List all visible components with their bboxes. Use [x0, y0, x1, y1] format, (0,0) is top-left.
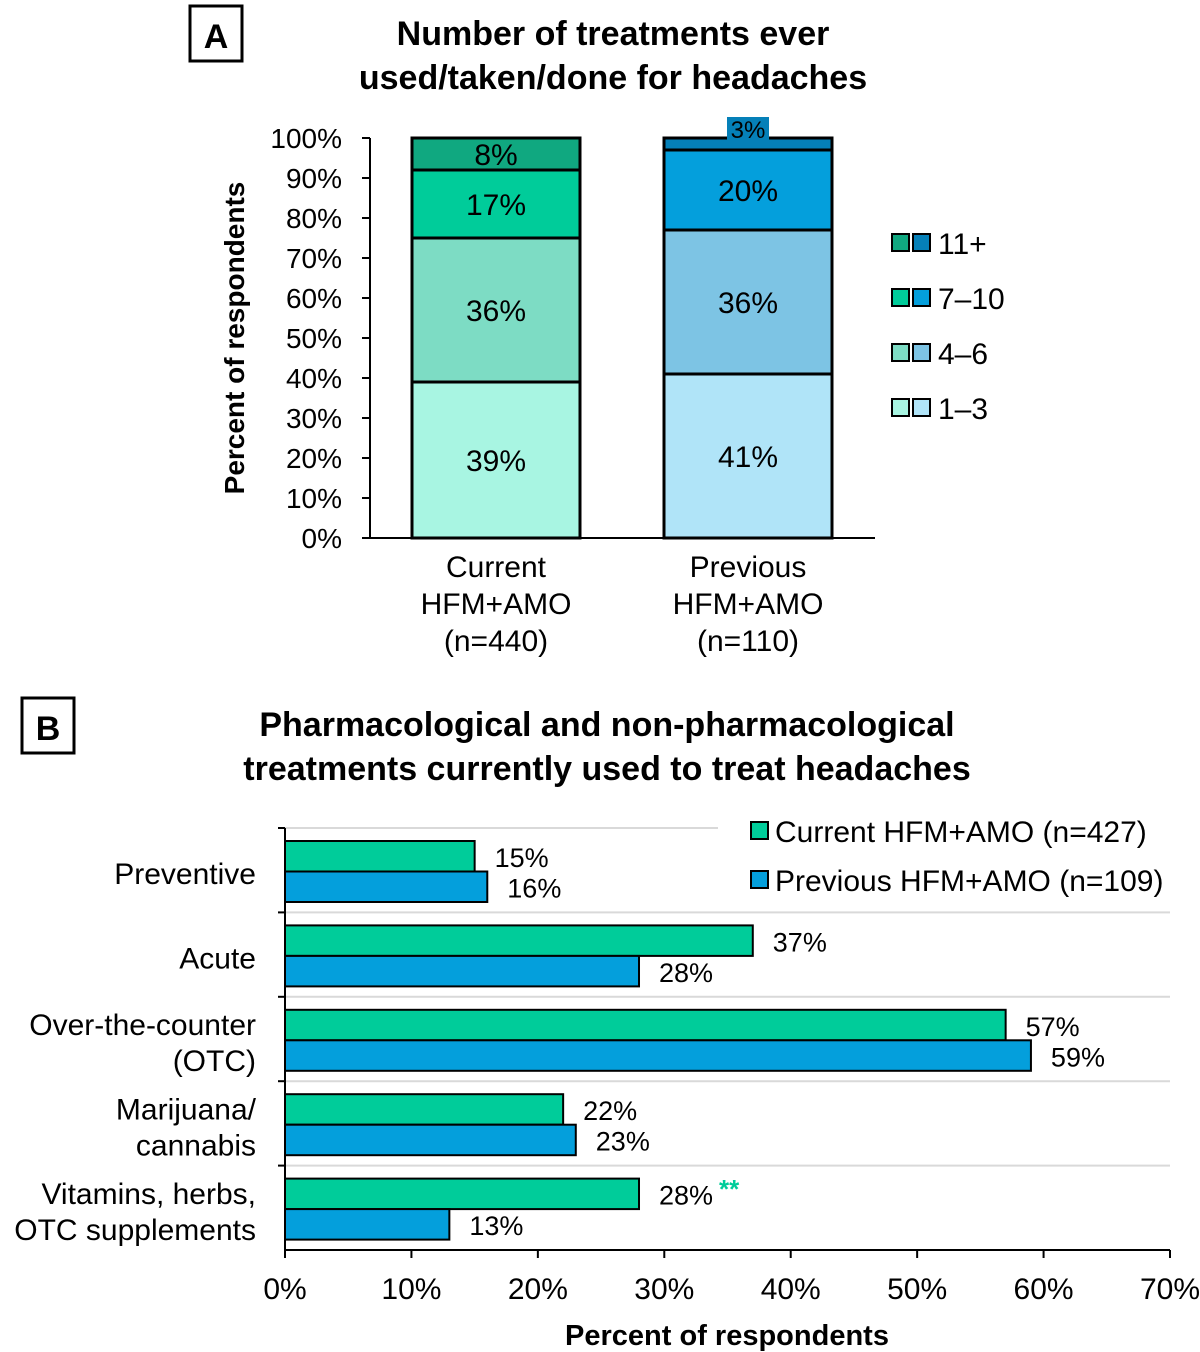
legend-swatch-previous: [912, 343, 931, 362]
y-tick-label: 60%: [286, 283, 342, 314]
x-tick-label: 70%: [1140, 1273, 1200, 1306]
y-tick-label: 40%: [286, 363, 342, 394]
x-tick-label: Current: [446, 551, 547, 584]
x-tick-label: 40%: [761, 1273, 821, 1306]
x-tick-label: 60%: [1014, 1273, 1074, 1306]
data-label: 17%: [466, 189, 526, 222]
bar: [284, 840, 476, 873]
panel-label-box: [188, 4, 244, 63]
x-tick-label: 50%: [887, 1273, 947, 1306]
x-tick-label: (n=110): [697, 625, 799, 658]
x-tick-label: Previous: [690, 551, 807, 584]
y-tick-label: 10%: [286, 483, 342, 514]
significance-marker: **: [719, 1174, 740, 1204]
bar-segment: [662, 228, 834, 376]
x-axis-label: Percent of respondents: [565, 1320, 889, 1352]
data-label: 41%: [718, 441, 778, 474]
data-label: 39%: [466, 445, 526, 478]
x-tick-label: HFM+AMO: [421, 588, 572, 621]
legend-swatch-current: [891, 288, 910, 307]
y-tick-label: cannabis: [136, 1129, 256, 1162]
chart-title: Number of treatments ever: [397, 15, 830, 53]
legend-swatch-previous: [912, 288, 931, 307]
bar-segment: [662, 372, 834, 540]
bar-segment: [410, 168, 582, 240]
legend-swatch: [750, 870, 769, 889]
data-label: 22%: [583, 1096, 637, 1126]
chart-title: treatments currently used to treat heada…: [243, 750, 970, 788]
bar: [284, 1177, 641, 1211]
x-tick-label: HFM+AMO: [673, 588, 824, 621]
y-tick-label: OTC supplements: [14, 1214, 256, 1247]
y-tick-label: Vitamins, herbs,: [41, 1178, 256, 1211]
y-axis-label: Percent of respondents: [219, 182, 250, 495]
x-tick-label: 30%: [634, 1273, 694, 1306]
data-label: 13%: [469, 1211, 523, 1241]
legend-swatch-previous: [912, 398, 931, 417]
y-tick-label: Acute: [179, 943, 256, 976]
data-label: 8%: [474, 139, 517, 172]
x-tick-label: 0%: [263, 1273, 306, 1306]
y-tick-label: 30%: [286, 403, 342, 434]
data-label: 37%: [773, 927, 827, 957]
data-label: 36%: [718, 287, 778, 320]
y-tick-label: 0%: [302, 523, 342, 554]
legend-swatch-current: [891, 233, 910, 252]
bar-segment: [662, 148, 834, 232]
y-tick-label: 100%: [270, 123, 342, 154]
data-label: 16%: [507, 874, 561, 904]
y-tick-label: (OTC): [173, 1045, 256, 1078]
bar: [284, 1208, 451, 1241]
bar: [284, 1093, 565, 1126]
bar: [284, 954, 641, 988]
x-tick-label: 10%: [381, 1273, 441, 1306]
data-label: 36%: [466, 295, 526, 328]
y-tick-label: 80%: [286, 203, 342, 234]
data-label: 15%: [495, 843, 549, 873]
chart-title: used/taken/done for headaches: [359, 59, 867, 97]
x-tick-label: 20%: [508, 1273, 568, 1306]
legend-swatch-current: [891, 343, 910, 362]
data-label: 20%: [718, 175, 778, 208]
data-label-bg: [727, 117, 769, 143]
y-tick-label: 70%: [286, 243, 342, 274]
legend-label: Previous HFM+AMO (n=109): [775, 865, 1163, 898]
bar: [284, 870, 489, 903]
legend-label: 1–3: [938, 393, 988, 426]
chart-title: Pharmacological and non-pharmacological: [259, 706, 954, 744]
data-label: 28%: [659, 1181, 713, 1211]
legend-swatch-previous: [912, 233, 931, 252]
bar: [284, 1008, 1007, 1042]
legend-label: 4–6: [938, 338, 988, 371]
panel-label: A: [204, 18, 229, 56]
legend-label: 11+: [938, 228, 987, 261]
y-tick-label: 90%: [286, 163, 342, 194]
data-label: 28%: [659, 958, 713, 988]
y-tick-label: Preventive: [114, 858, 256, 891]
panel-label-box: [20, 696, 76, 755]
y-tick-label: Over-the-counter: [29, 1009, 256, 1042]
legend-label: 7–10: [938, 283, 1005, 316]
data-label: 23%: [596, 1127, 650, 1157]
legend-label: Current HFM+AMO (n=427): [775, 816, 1147, 849]
data-label: 3%: [731, 117, 766, 144]
bar-segment: [410, 236, 582, 384]
x-tick-label: (n=440): [444, 625, 548, 658]
data-label: 59%: [1051, 1042, 1105, 1072]
bar: [284, 924, 754, 957]
legend-swatch-current: [891, 398, 910, 417]
bar: [284, 1123, 577, 1157]
data-label: 57%: [1026, 1012, 1080, 1042]
panel-label: B: [36, 710, 61, 748]
bar-segment: [410, 136, 582, 172]
y-tick-label: 20%: [286, 443, 342, 474]
legend-swatch: [750, 821, 769, 840]
bar: [284, 1039, 1032, 1072]
y-tick-label: 50%: [286, 323, 342, 354]
bar-segment: [410, 380, 582, 540]
y-tick-label: Marijuana/: [116, 1093, 257, 1126]
